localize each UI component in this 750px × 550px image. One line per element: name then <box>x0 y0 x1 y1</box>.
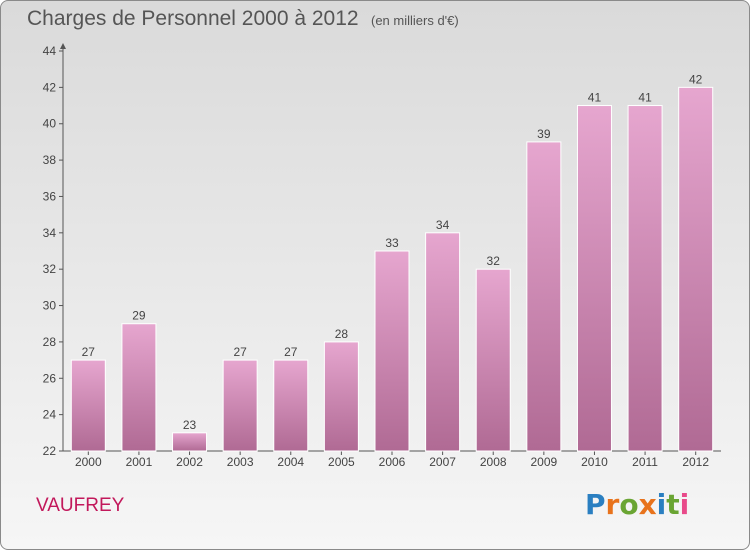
x-tick-label: 2007 <box>429 455 456 469</box>
x-tick-label: 2009 <box>530 455 557 469</box>
bar-2007 <box>425 232 461 452</box>
bar-value-label: 27 <box>233 345 247 359</box>
bar-2002 <box>172 432 208 452</box>
bar-value-label: 34 <box>436 218 450 232</box>
bar-2006 <box>374 250 410 452</box>
logo-letter: P <box>585 488 606 521</box>
x-tick-label: 2005 <box>328 455 355 469</box>
bar-2001 <box>121 323 157 452</box>
bar-value-label: 41 <box>588 91 602 105</box>
bar-2000 <box>70 359 106 452</box>
logo-letter: t <box>666 488 680 521</box>
chart-title: Charges de Personnel 2000 à 2012 <box>27 7 359 30</box>
logo-letter: i <box>679 488 690 521</box>
bar-value-label: 42 <box>689 72 703 86</box>
y-tick-label: 32 <box>43 262 57 276</box>
y-tick-label: 36 <box>43 189 57 203</box>
x-tick-label: 2002 <box>176 455 203 469</box>
bar-2009 <box>526 141 562 452</box>
logo-letter: r <box>605 488 620 521</box>
y-tick-label: 44 <box>43 44 57 58</box>
bar-2008 <box>475 268 511 452</box>
y-tick-label: 42 <box>43 80 57 94</box>
y-tick-label: 40 <box>43 117 57 131</box>
y-tick-label: 38 <box>43 153 57 167</box>
x-tick-label: 2006 <box>379 455 406 469</box>
logo-letter: x <box>638 488 657 521</box>
chart-subtitle: (en milliers d'€) <box>371 13 459 28</box>
y-axis-arrow <box>60 43 66 49</box>
bar-value-label: 27 <box>284 345 298 359</box>
bar-value-label: 32 <box>487 254 501 268</box>
x-tick-label: 2008 <box>480 455 507 469</box>
bar-2010 <box>576 105 612 452</box>
y-tick-label: 34 <box>43 226 57 240</box>
bar-value-label: 28 <box>335 327 349 341</box>
y-tick-label: 22 <box>43 444 57 458</box>
logo-letter: o <box>619 488 639 521</box>
logo-letter: i <box>656 488 667 521</box>
x-tick-label: 2003 <box>227 455 254 469</box>
y-tick-label: 28 <box>43 335 57 349</box>
commune-name: VAUFREY <box>36 495 125 516</box>
bar-2012 <box>678 86 714 452</box>
y-tick-label: 26 <box>43 371 57 385</box>
x-tick-label: 2010 <box>581 455 608 469</box>
bar-value-label: 39 <box>537 127 551 141</box>
bar-value-label: 33 <box>385 236 399 250</box>
y-tick-label: 24 <box>43 408 57 422</box>
bar-2004 <box>273 359 309 452</box>
bar-2003 <box>222 359 258 452</box>
bar-2011 <box>627 105 663 452</box>
x-tick-label: 2011 <box>632 455 658 469</box>
bar-value-label: 29 <box>132 309 146 323</box>
x-tick-label: 2000 <box>75 455 102 469</box>
x-tick-label: 2012 <box>682 455 709 469</box>
bar-value-label: 41 <box>638 91 652 105</box>
x-tick-label: 2004 <box>277 455 304 469</box>
x-tick-label: 2001 <box>126 455 153 469</box>
bar-value-label: 27 <box>82 345 96 359</box>
y-tick-label: 30 <box>43 299 57 313</box>
proxiti-logo: Proxiti <box>585 488 689 521</box>
bar-2005 <box>323 341 359 452</box>
bar-value-label: 23 <box>183 418 197 432</box>
